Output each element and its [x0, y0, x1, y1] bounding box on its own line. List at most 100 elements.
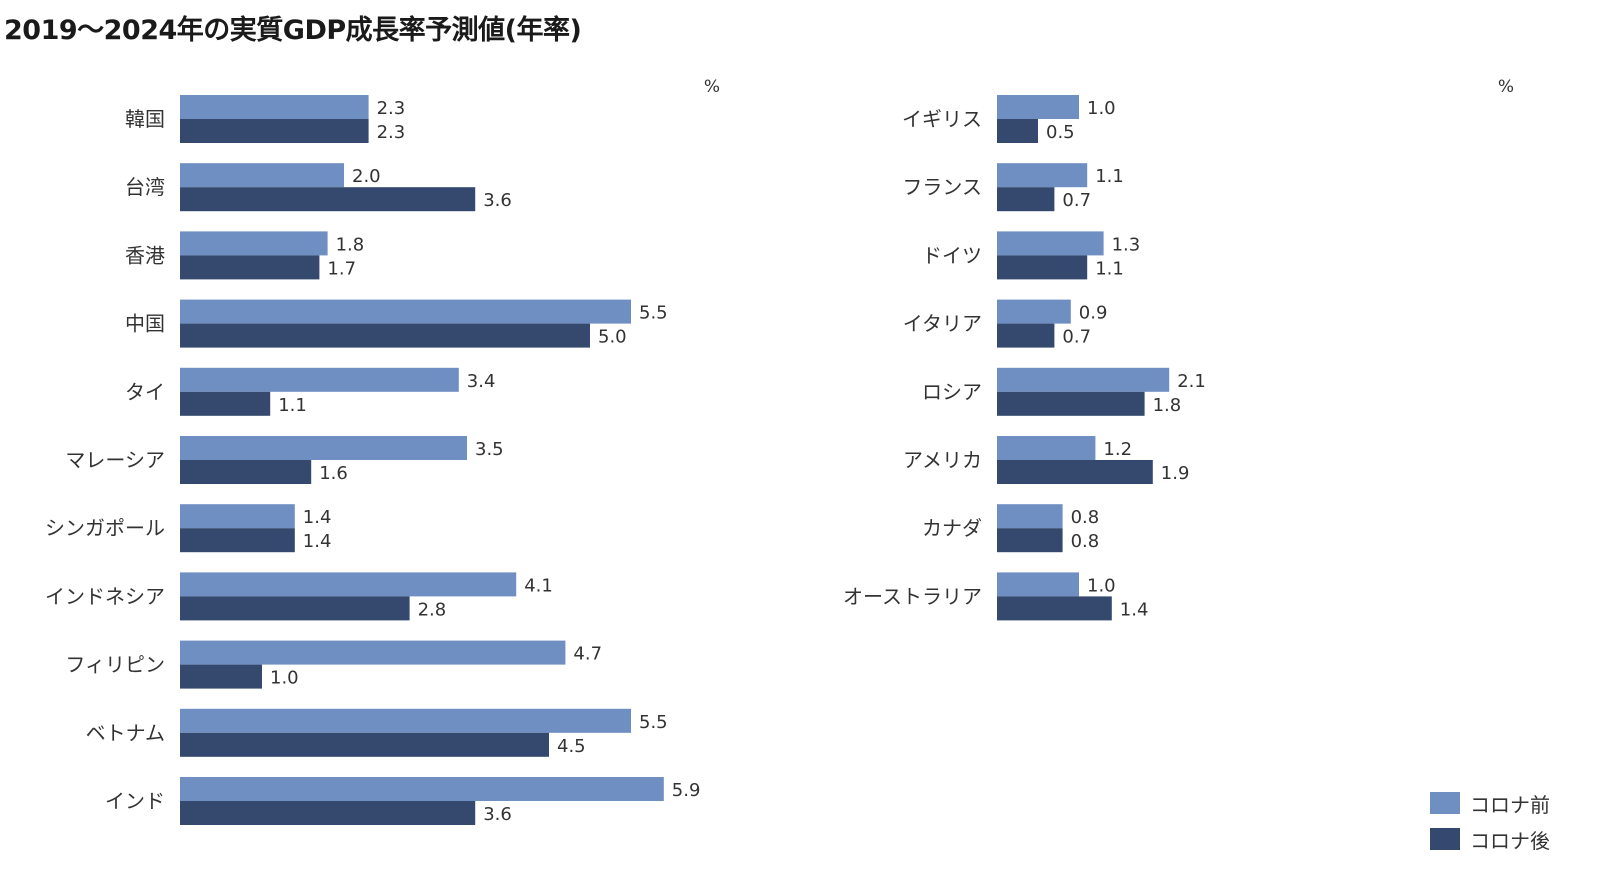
data-label-pre: 5.5: [639, 303, 668, 324]
category-label: フィリピン: [65, 653, 165, 677]
bar-pre: [997, 436, 1096, 460]
bar-pre: [180, 572, 517, 597]
unit-label-west: %: [1498, 77, 1514, 97]
bar-post: [997, 391, 1145, 416]
bar-group-asia-0: 韓国 2.3 2.3: [125, 95, 405, 143]
category-label: ロシア: [922, 380, 982, 404]
bar-pre: [997, 572, 1079, 597]
category-label: 韓国: [125, 107, 165, 131]
bar-post: [997, 528, 1063, 553]
legend-label-pre: コロナ前: [1470, 792, 1550, 817]
bar-group-west-4: ロシア 2.1 1.8: [922, 367, 1206, 416]
data-label-pre: 3.5: [475, 439, 504, 460]
bar-post: [997, 596, 1112, 621]
category-label: 中国: [125, 312, 165, 336]
bar-post: [180, 460, 312, 484]
bar-group-west-1: フランス 1.10.7: [902, 163, 1124, 212]
chart-title: 2019〜2024年の実質GDP成長率予測値(年率): [4, 15, 582, 46]
bar-post: [180, 187, 476, 212]
bar-post: [997, 323, 1055, 348]
legend-swatch-post: [1430, 828, 1460, 850]
bar-pre: [180, 95, 369, 119]
bar-group-asia-6: シンガポール 1.4 1.4: [45, 504, 332, 553]
data-label-pre: 1.8: [336, 234, 365, 255]
data-label-post: 0.5: [1046, 122, 1075, 143]
category-label: イギリス: [902, 107, 982, 131]
data-label-post: 1.1: [1095, 258, 1124, 279]
data-label-post: 3.6: [483, 804, 512, 825]
category-label: 香港: [125, 243, 165, 267]
data-label-pre: 4.1: [524, 575, 553, 596]
bar-group-asia-1: 台湾 2.0 3.6: [125, 163, 512, 212]
bar-group-west-3: イタリア 0.9 0.7: [903, 299, 1107, 348]
category-label: インドネシア: [45, 584, 165, 608]
data-label-pre: 2.1: [1177, 371, 1206, 392]
data-label-post: 1.4: [1120, 599, 1149, 620]
data-label-pre: 1.2: [1103, 439, 1132, 460]
chart-panel-asia: % 韓国 2.3 2.3 台湾 2.0 3.6 香港 1.8 1.7 中国 5.5 5.0 タイ 3.4 1.…: [45, 77, 720, 825]
category-label: ドイツ: [922, 243, 982, 267]
bar-pre: [180, 708, 631, 733]
data-label-pre: 1.1: [1095, 166, 1124, 187]
bar-pre: [180, 777, 664, 801]
category-label: 台湾: [125, 175, 165, 199]
bar-pre: [180, 299, 631, 324]
category-label: マレーシア: [65, 448, 165, 472]
category-label: フランス: [902, 175, 982, 199]
data-label-pre: 0.8: [1071, 507, 1100, 528]
unit-label-asia: %: [704, 77, 720, 97]
category-label: タイ: [125, 380, 165, 404]
bar-post: [180, 391, 271, 416]
data-label-pre: 1.3: [1112, 234, 1141, 255]
category-label: ベトナム: [86, 721, 165, 745]
bar-pre: [997, 504, 1063, 529]
bar-group-west-5: アメリカ 1.2 1.9: [903, 436, 1189, 484]
data-label-pre: 3.4: [467, 371, 496, 392]
bar-post: [180, 801, 476, 825]
data-label-post: 5.0: [598, 327, 627, 348]
bar-group-asia-9: ベトナム 5.5 4.5: [86, 708, 668, 757]
bar-post: [180, 528, 295, 553]
bar-post: [997, 460, 1153, 484]
bar-group-west-6: カナダ 0.8 0.8: [922, 504, 1100, 553]
legend-swatch-pre: [1430, 792, 1460, 814]
bar-pre: [997, 163, 1088, 188]
bar-pre: [180, 163, 344, 188]
data-label-post: 4.5: [557, 736, 586, 757]
category-label: インド: [105, 789, 165, 813]
category-label: カナダ: [922, 516, 982, 540]
bar-post: [180, 664, 262, 689]
bar-pre: [180, 504, 295, 529]
category-label: イタリア: [903, 312, 982, 336]
bar-group-west-0: イギリス 1.0 0.5: [902, 95, 1116, 143]
bar-pre: [180, 367, 459, 392]
bar-post: [997, 187, 1055, 212]
bar-group-asia-7: インドネシア 4.1 2.8: [45, 572, 553, 621]
bar-group-asia-2: 香港 1.8 1.7: [125, 231, 365, 280]
bar-post: [997, 255, 1088, 280]
data-label-post: 1.0: [270, 668, 299, 689]
data-label-pre: 1.0: [1087, 575, 1116, 596]
data-label-post: 2.8: [418, 599, 447, 620]
data-label-post: 3.6: [483, 190, 512, 211]
data-label-post: 1.4: [303, 531, 332, 552]
data-label-post: 1.6: [319, 463, 348, 484]
data-label-pre: 5.9: [672, 780, 701, 801]
data-label-post: 2.3: [377, 122, 406, 143]
data-label-post: 0.7: [1062, 190, 1091, 211]
legend-item-post: コロナ後: [1430, 824, 1550, 854]
bar-group-asia-4: タイ 3.4 1.1: [125, 367, 496, 416]
bar-group-asia-5: マレーシア 3.5 1.6: [65, 436, 504, 484]
data-label-pre: 5.5: [639, 712, 668, 733]
bar-group-asia-3: 中国 5.5 5.0: [125, 299, 668, 348]
legend: コロナ前 コロナ後: [1430, 788, 1550, 860]
data-label-pre: 4.7: [573, 644, 602, 665]
bar-pre: [180, 640, 566, 665]
bar-post: [180, 732, 549, 757]
data-label-post: 1.8: [1153, 395, 1182, 416]
data-label-post: 0.8: [1071, 531, 1100, 552]
category-label: アメリカ: [903, 448, 982, 472]
data-label-post: 1.7: [327, 258, 356, 279]
bar-post: [180, 119, 369, 143]
